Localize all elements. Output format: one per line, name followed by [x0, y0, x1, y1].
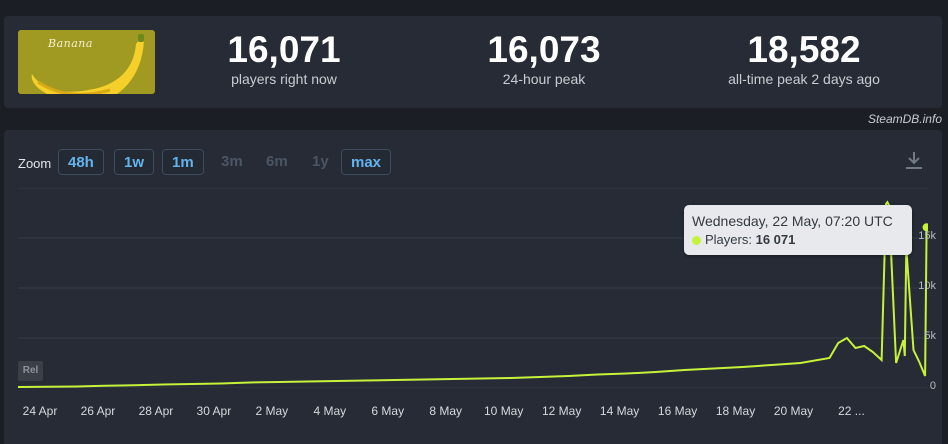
x-axis-label: 16 May [657, 404, 698, 418]
stat-24h-peak: 16,073 24-hour peak [464, 16, 624, 88]
tooltip-series: Players: 16 071 [692, 232, 795, 247]
chart-tooltip: Wednesday, 22 May, 07:20 UTC Players: 16… [684, 205, 912, 255]
zoom-button-1w[interactable]: 1w [114, 149, 155, 175]
peak-all-label: all-time peak 2 days ago [728, 71, 880, 87]
zoom-button-48h[interactable]: 48h [58, 149, 104, 175]
stat-players-now: 16,071 players right now [204, 16, 364, 88]
tooltip-value: 16 071 [755, 232, 796, 247]
players-now-label: players right now [231, 71, 337, 87]
x-axis-label: 6 May [371, 404, 405, 418]
stat-all-time-peak: 18,582 all-time peak 2 days ago [704, 16, 904, 88]
y-tick-label: 0 [929, 380, 936, 392]
x-axis-label: 22 ... [838, 404, 865, 418]
x-axis-label: 24 Apr [22, 404, 58, 418]
x-axis-label: 12 May [541, 404, 582, 418]
game-logo[interactable]: Banana [18, 30, 155, 94]
y-tick-label: 15k [918, 230, 936, 242]
players-now-value: 16,071 [227, 29, 341, 70]
tooltip-series-label: Players: [705, 232, 752, 247]
peak-all-value: 18,582 [747, 29, 861, 70]
peak-24h-value: 16,073 [487, 29, 601, 70]
steamdb-watermark: SteamDB.info [867, 112, 942, 126]
peak-24h-label: 24-hour peak [502, 71, 586, 87]
x-axis-label: 30 Apr [196, 404, 232, 418]
x-axis-label: 2 May [255, 404, 289, 418]
x-axis-label: 14 May [599, 404, 640, 418]
x-axis-label: 10 May [484, 404, 524, 418]
y-tick-label: 10k [918, 280, 936, 292]
logo-text: Banana [48, 37, 93, 50]
zoom-button-3m: 3m [221, 153, 243, 170]
zoom-button-1y: 1y [312, 153, 329, 170]
x-axis-label: 26 Apr [80, 404, 116, 418]
zoom-button-1m[interactable]: 1m [162, 149, 204, 175]
chart-panel: Zoom 48h 1w 1m 3m 6m 1y max Rel 0 5k 10k 15k 24 A… [4, 130, 942, 444]
x-axis-label: 18 May [715, 404, 756, 418]
zoom-label: Zoom [18, 156, 52, 171]
rel-tag[interactable]: Rel [18, 361, 43, 381]
x-axis-label: 28 Apr [138, 404, 174, 418]
download-icon[interactable] [904, 150, 924, 170]
hover-point [922, 223, 928, 232]
tooltip-date: Wednesday, 22 May, 07:20 UTC [692, 213, 893, 229]
y-tick-label: 5k [924, 330, 936, 342]
zoom-button-6m: 6m [266, 153, 288, 170]
stats-panel: Banana 16,071 players right now 16,073 2… [4, 16, 942, 108]
banana-icon [31, 34, 144, 94]
x-axis-label: 4 May [313, 404, 347, 418]
x-axis-label: 8 May [429, 404, 463, 418]
series-line-players [18, 200, 928, 388]
x-axis-label: 20 May [773, 404, 814, 418]
series-dot-icon [692, 236, 701, 245]
zoom-button-max[interactable]: max [341, 149, 392, 175]
